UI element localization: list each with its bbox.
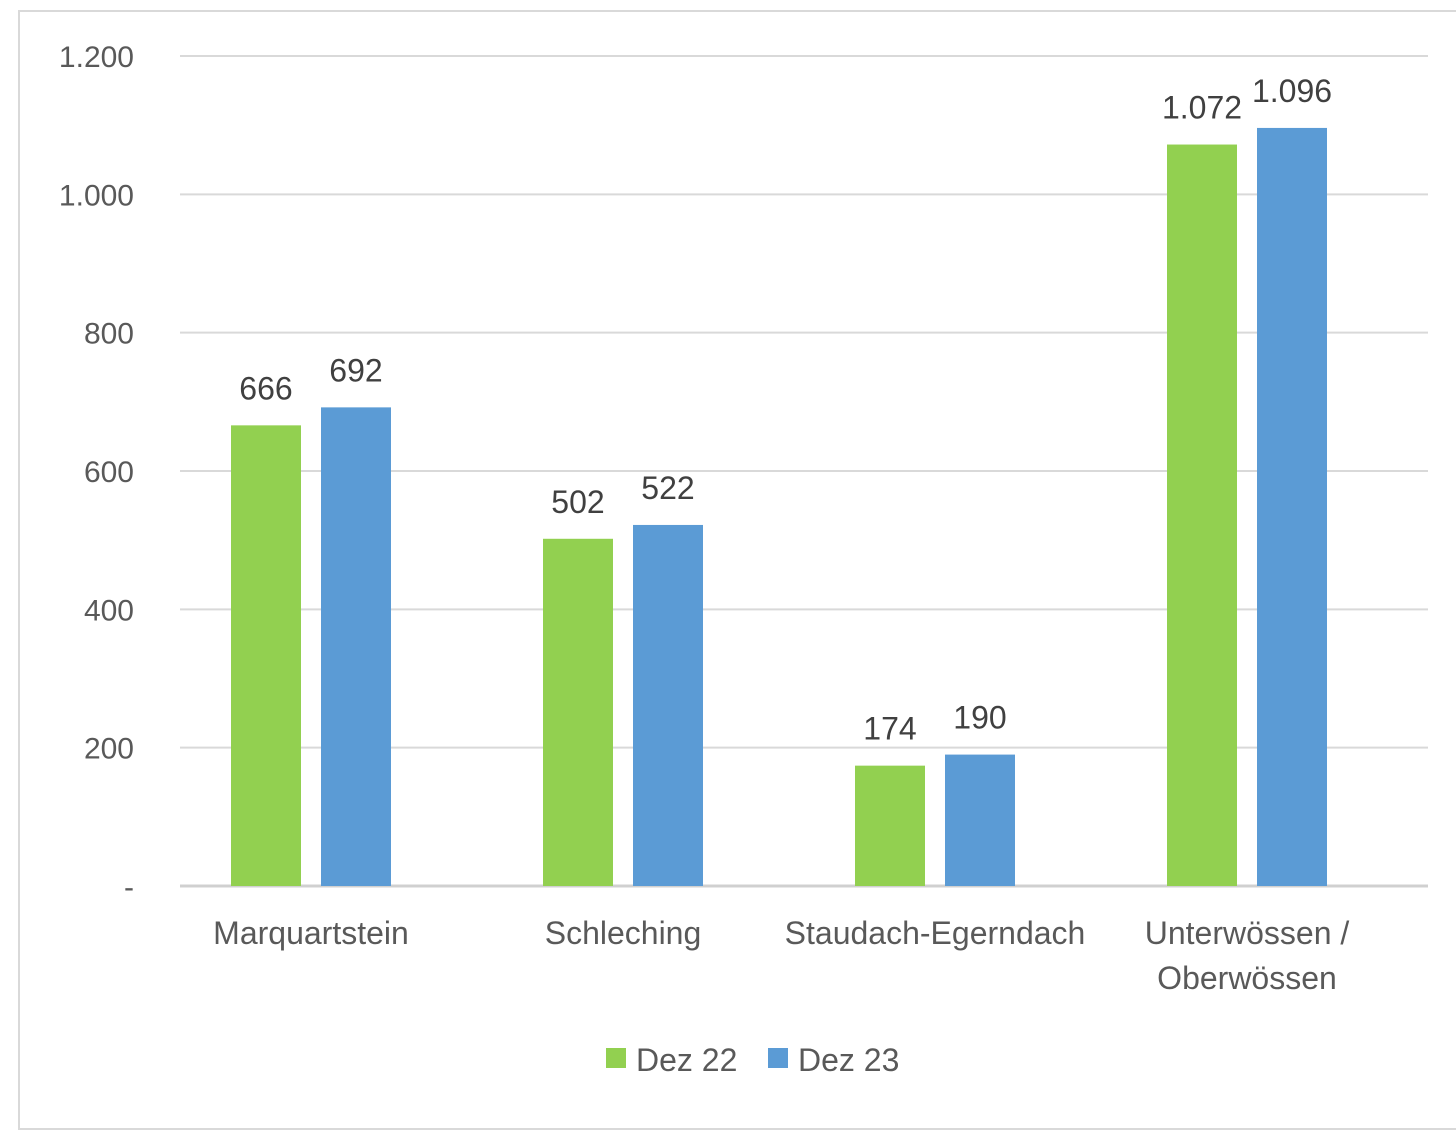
y-tick-label: 1.200: [59, 41, 134, 74]
y-tick-label: 400: [84, 594, 134, 627]
bar: [321, 407, 391, 886]
bar: [855, 765, 925, 886]
bar: [1257, 127, 1327, 886]
legend-label: Dez 22: [636, 1042, 737, 1078]
y-tick-label: 800: [84, 318, 134, 351]
data-label: 692: [329, 352, 382, 388]
bar: [945, 754, 1015, 886]
data-label: 1.096: [1252, 73, 1332, 109]
data-label: 502: [551, 484, 604, 520]
y-tick-label: -: [124, 871, 134, 904]
bar: [1167, 144, 1237, 887]
x-tick-label: Oberwössen: [1157, 960, 1337, 996]
x-tick-label: Schleching: [545, 915, 702, 951]
legend-swatch: [606, 1048, 626, 1068]
y-tick-label: 600: [84, 456, 134, 489]
x-tick-label: Staudach-Egerndach: [785, 915, 1086, 951]
data-label: 666: [239, 370, 292, 406]
legend-swatch: [768, 1048, 788, 1068]
y-tick-label: 200: [84, 733, 134, 766]
bar: [543, 538, 613, 886]
bar: [633, 524, 703, 886]
y-tick-label: 1.000: [59, 179, 134, 212]
data-label: 190: [953, 700, 1006, 736]
legend-label: Dez 23: [798, 1042, 899, 1078]
bar: [231, 425, 301, 886]
data-label: 1.072: [1162, 90, 1242, 126]
x-tick-label: Marquartstein: [213, 915, 409, 951]
x-tick-label: Unterwössen /: [1145, 915, 1350, 951]
data-label: 174: [863, 711, 916, 747]
data-label: 522: [641, 470, 694, 506]
